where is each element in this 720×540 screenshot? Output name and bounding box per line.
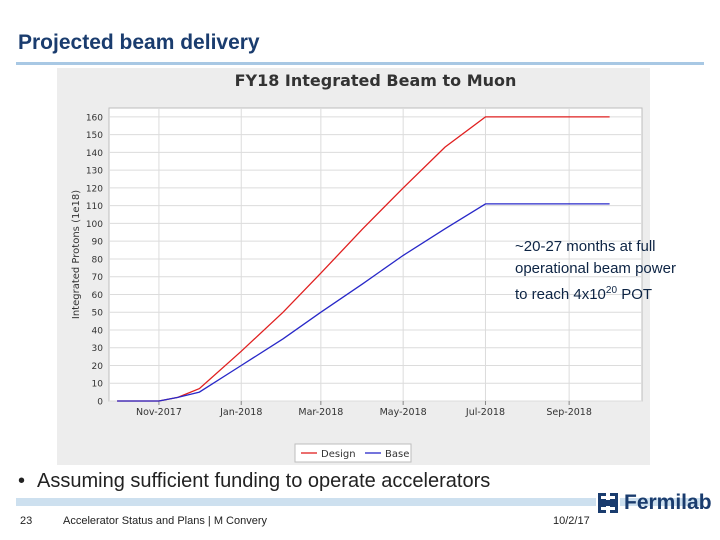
x-tick-label: Jan-2018 [219, 407, 262, 418]
footer-page-number: 23 [20, 515, 33, 527]
y-tick-label: 140 [86, 149, 103, 159]
fermilab-logo: Fermilab [596, 488, 712, 518]
beam-chart: FY18 Integrated Beam to Muon 0 10 20 30 40 50 6… [71, 71, 643, 463]
x-tick-label: Jul-2018 [465, 407, 505, 418]
y-tick-label: 80 [92, 255, 104, 265]
footer-date: 10/2/17 [553, 515, 590, 527]
y-tick-label: 100 [86, 220, 103, 230]
y-tick-label: 40 [92, 326, 104, 336]
legend-label-design: Design [321, 449, 356, 460]
y-tick-label: 90 [92, 238, 104, 248]
footer-text: Accelerator Status and Plans | M Convery [63, 515, 268, 527]
x-tick-label: May-2018 [380, 407, 427, 418]
y-tick-label: 150 [86, 131, 103, 141]
logo-text: Fermilab [624, 491, 712, 514]
legend-label-base: Base [385, 449, 409, 460]
x-tick-label: Mar-2018 [298, 407, 343, 418]
bullet-text: Assuming sufficient funding to operate a… [37, 470, 491, 492]
x-tick-label: Sep-2018 [546, 407, 592, 418]
annotation-exponent: 20 [605, 285, 618, 296]
annotation-suffix: POT [617, 286, 653, 303]
footer-divider [16, 498, 704, 506]
y-tick-label: 70 [92, 273, 104, 283]
chart-figure: FY18 Integrated Beam to Muon 0 10 20 30 40 50 6… [57, 68, 650, 465]
plot-area [108, 107, 643, 402]
series-line-base [117, 203, 610, 402]
y-tick-label: 0 [97, 398, 103, 408]
x-tick-label: Nov-2017 [136, 407, 182, 418]
fermilab-logo-icon [596, 491, 620, 515]
title-divider [16, 62, 704, 65]
y-tick-label: 60 [92, 291, 104, 301]
bullet-icon: • [18, 470, 26, 492]
y-tick-label: 30 [92, 344, 104, 354]
annotation-line-2: operational beam power [515, 260, 676, 277]
y-tick-label: 120 [86, 184, 103, 194]
bullet-item: • Assuming sufficient funding to operate … [18, 470, 490, 493]
annotation-prefix: to reach 4x10 [515, 286, 606, 303]
annotation-note: ~20-27 months at full operational beam p… [515, 236, 715, 306]
annotation-line-1: ~20-27 months at full [515, 238, 656, 255]
y-tick-label: 50 [92, 309, 104, 319]
annotation-line-3: to reach 4x1020 POT [515, 280, 715, 306]
legend-box [294, 443, 412, 463]
y-axis-label: Integrated Protons (1e18) [71, 190, 82, 319]
y-tick-label: 160 [86, 113, 103, 123]
chart-title: FY18 Integrated Beam to Muon [235, 71, 517, 90]
y-tick-label: 110 [86, 202, 103, 212]
slide-title: Projected beam delivery [18, 31, 260, 54]
y-tick-label: 10 [92, 380, 104, 390]
y-tick-label: 20 [92, 362, 104, 372]
y-tick-label: 130 [86, 167, 103, 177]
